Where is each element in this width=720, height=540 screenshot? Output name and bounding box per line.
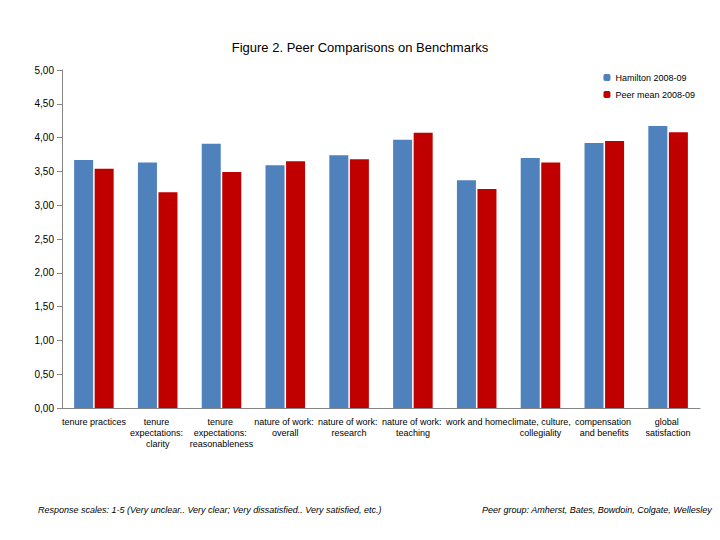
svg-text:and benefits: and benefits xyxy=(580,428,630,438)
svg-text:climate, culture,: climate, culture, xyxy=(508,417,574,427)
svg-text:5,00: 5,00 xyxy=(35,65,55,76)
svg-text:work and home: work and home xyxy=(445,417,508,427)
svg-text:0,50: 0,50 xyxy=(35,369,55,380)
svg-text:Figure 2. Peer Comparisons on: Figure 2. Peer Comparisons on Benchmarks xyxy=(232,40,489,55)
svg-text:3,00: 3,00 xyxy=(35,200,55,211)
svg-text:nature of work:: nature of work: xyxy=(318,417,380,427)
svg-text:Hamilton 2008-09: Hamilton 2008-09 xyxy=(615,73,686,83)
svg-text:Peer group: Amherst, Bates, Bo: Peer group: Amherst, Bates, Bowdoin, Col… xyxy=(482,505,712,515)
svg-text:2,50: 2,50 xyxy=(35,234,55,245)
svg-text:4,00: 4,00 xyxy=(35,132,55,143)
svg-text:global: global xyxy=(655,417,682,427)
svg-text:2,00: 2,00 xyxy=(35,267,55,278)
svg-text:tenure practices: tenure practices xyxy=(62,417,127,427)
svg-text:reasonableness: reasonableness xyxy=(190,439,254,449)
svg-text:expectations:: expectations: xyxy=(194,428,250,438)
svg-text:3,50: 3,50 xyxy=(35,166,55,177)
svg-text:research: research xyxy=(332,428,367,438)
svg-text:compensation: compensation xyxy=(575,417,634,427)
svg-text:tenure: tenure xyxy=(144,417,172,427)
svg-text:teaching: teaching xyxy=(396,428,430,438)
svg-text:Peer mean 2008-09: Peer mean 2008-09 xyxy=(615,90,695,100)
svg-text:0,00: 0,00 xyxy=(35,403,55,414)
svg-text:clarity: clarity xyxy=(146,439,170,449)
svg-text:1,50: 1,50 xyxy=(35,301,55,312)
svg-text:overall: overall xyxy=(272,428,299,438)
svg-text:nature of work:: nature of work: xyxy=(254,417,316,427)
svg-text:1,00: 1,00 xyxy=(35,335,55,346)
svg-text:Response scales: 1-5 (Very unc: Response scales: 1-5 (Very unclear.. Ver… xyxy=(38,505,381,515)
svg-text:tenure: tenure xyxy=(207,417,235,427)
svg-text:satisfaction: satisfaction xyxy=(646,428,691,438)
svg-text:4,50: 4,50 xyxy=(35,98,55,109)
svg-text:collegiality: collegiality xyxy=(520,428,562,438)
svg-text:nature of work:: nature of work: xyxy=(382,417,444,427)
svg-text:expectations:: expectations: xyxy=(130,428,186,438)
